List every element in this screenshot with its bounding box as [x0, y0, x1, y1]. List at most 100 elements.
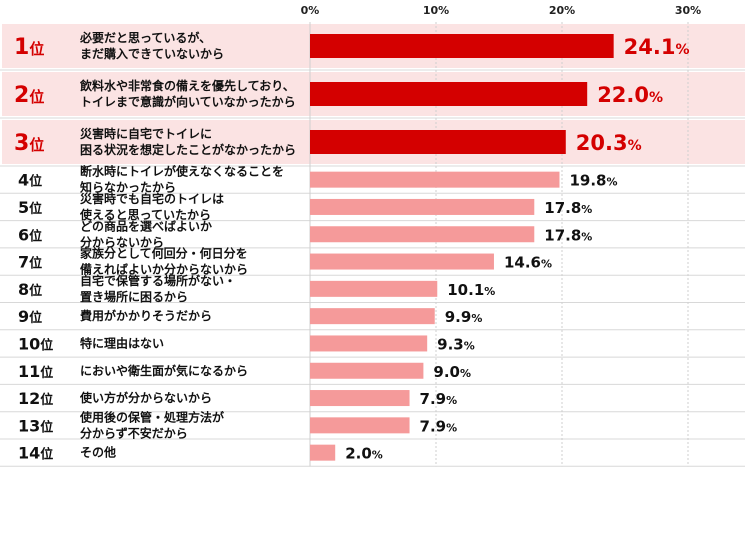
rank-label: 14位 — [18, 444, 53, 463]
reason-line: 断水時にトイレが使えなくなることを — [80, 164, 284, 179]
value-unit: % — [675, 42, 689, 58]
value-number: 9.0 — [433, 363, 460, 381]
value-number: 9.9 — [445, 308, 472, 326]
reason-line: 家族分として何回分・何日分を — [80, 246, 248, 261]
value-label: 17.8% — [544, 199, 592, 217]
x-axis-ticks: 0% 10% 20% 30% — [301, 4, 702, 17]
value-unit: % — [541, 258, 552, 271]
x-tick-label: 20% — [549, 4, 575, 17]
rank-label: 6位 — [18, 225, 42, 244]
value-unit: % — [471, 312, 482, 325]
reason-label: 自宅で保管する場所がない・置き場所に困るから — [80, 273, 236, 304]
value-unit: % — [372, 449, 383, 462]
rank-number: 10 — [18, 334, 40, 353]
reason-line: 飲料水や非常食の備えを優先しており、 — [79, 78, 295, 93]
rank-suffix: 位 — [40, 447, 53, 463]
reason-line: 必要だと思っているが、 — [79, 30, 211, 45]
value-unit: % — [446, 421, 457, 434]
reason-line: その他 — [80, 445, 116, 460]
rank-number: 6 — [18, 225, 29, 244]
rank-label: 11位 — [18, 362, 53, 381]
x-tick-label: 10% — [423, 4, 449, 17]
value-label: 22.0% — [597, 83, 663, 107]
rank-number: 11 — [18, 362, 40, 381]
reason-label: 使い方が分からないから — [79, 390, 212, 405]
value-label: 19.8% — [569, 172, 617, 190]
rank-number: 9 — [18, 307, 29, 326]
bar — [310, 226, 535, 243]
reason-label: 飲料水や非常食の備えを優先しており、トイレまで意識が向いていなかったから — [79, 78, 296, 109]
reason-label: その他 — [80, 445, 116, 460]
reason-line: 分からないから — [80, 234, 164, 249]
value-unit: % — [606, 176, 617, 189]
rank-number: 1 — [14, 35, 29, 60]
rank-suffix: 位 — [29, 136, 44, 154]
rank-label: 12位 — [18, 389, 53, 408]
value-number: 14.6 — [504, 254, 541, 272]
value-label: 9.9% — [445, 308, 483, 326]
reason-line: 困る状況を想定したことがなかったから — [80, 142, 296, 157]
bar — [310, 82, 588, 106]
rank-suffix: 位 — [40, 337, 53, 353]
rank-number: 8 — [18, 280, 29, 299]
reason-line: トイレまで意識が向いていなかったから — [80, 94, 296, 109]
value-label: 10.1% — [447, 281, 495, 299]
value-number: 24.1 — [624, 35, 676, 59]
reason-label: 使用後の保管・処理方法が分からず不安だから — [79, 409, 224, 440]
reason-line: 自宅で保管する場所がない・ — [80, 273, 236, 288]
value-number: 20.3 — [576, 131, 628, 155]
bar — [310, 308, 435, 325]
rank-suffix: 位 — [29, 283, 42, 299]
reason-line: 置き場所に困るから — [80, 289, 188, 304]
value-label: 17.8% — [544, 226, 592, 244]
rank-number: 5 — [18, 198, 29, 217]
value-unit: % — [628, 138, 642, 154]
reason-label: 特に理由はない — [80, 335, 164, 350]
reason-line: 使えると思っていたから — [79, 207, 211, 222]
bar — [310, 362, 424, 379]
bar — [310, 34, 614, 58]
value-unit: % — [581, 203, 592, 216]
reason-label: 家族分として何回分・何日分を備えればよいか分からないから — [80, 246, 248, 277]
reason-label: 災害時でも自宅のトイレは使えると思っていたから — [79, 191, 224, 222]
value-unit: % — [484, 285, 495, 298]
reason-line: 特に理由はない — [80, 335, 164, 350]
bar — [310, 280, 438, 297]
value-number: 7.9 — [420, 390, 447, 408]
reason-line: 分からず不安だから — [80, 425, 188, 440]
rank-suffix: 位 — [29, 40, 44, 58]
rank-label: 9位 — [18, 307, 42, 326]
rank-suffix: 位 — [29, 88, 44, 106]
value-number: 17.8 — [544, 199, 581, 217]
value-label: 14.6% — [504, 254, 552, 272]
reason-label: どの商品を選べばよいか分からないから — [80, 218, 212, 249]
value-number: 9.3 — [437, 335, 464, 353]
value-number: 10.1 — [447, 281, 484, 299]
rank-suffix: 位 — [29, 256, 42, 272]
reason-line: 備えればよいか分からないから — [80, 262, 248, 277]
rank-label: 7位 — [18, 253, 42, 272]
bar — [310, 335, 428, 352]
bar — [310, 417, 410, 434]
rank-label: 13位 — [18, 416, 53, 435]
bar — [310, 390, 410, 407]
value-unit: % — [460, 367, 471, 380]
value-label: 9.3% — [437, 335, 475, 353]
bar — [310, 444, 336, 461]
rank-label: 2位 — [14, 83, 44, 108]
rank-label: 4位 — [18, 171, 42, 190]
rank-number: 2 — [14, 83, 29, 108]
reason-line: まだ購入できていないから — [80, 46, 224, 61]
reason-label: 断水時にトイレが使えなくなることを知らなかったから — [79, 164, 284, 195]
rank-suffix: 位 — [40, 392, 53, 408]
reason-label: 必要だと思っているが、まだ購入できていないから — [79, 30, 224, 61]
value-number: 2.0 — [345, 445, 372, 463]
reason-line: 災害時でも自宅のトイレは — [80, 191, 224, 206]
reason-line: においや衛生面が気になるから — [80, 363, 248, 378]
x-tick-label: 30% — [675, 4, 701, 17]
rank-label: 10位 — [18, 334, 53, 353]
bar — [310, 130, 566, 154]
value-label: 24.1% — [624, 35, 690, 59]
